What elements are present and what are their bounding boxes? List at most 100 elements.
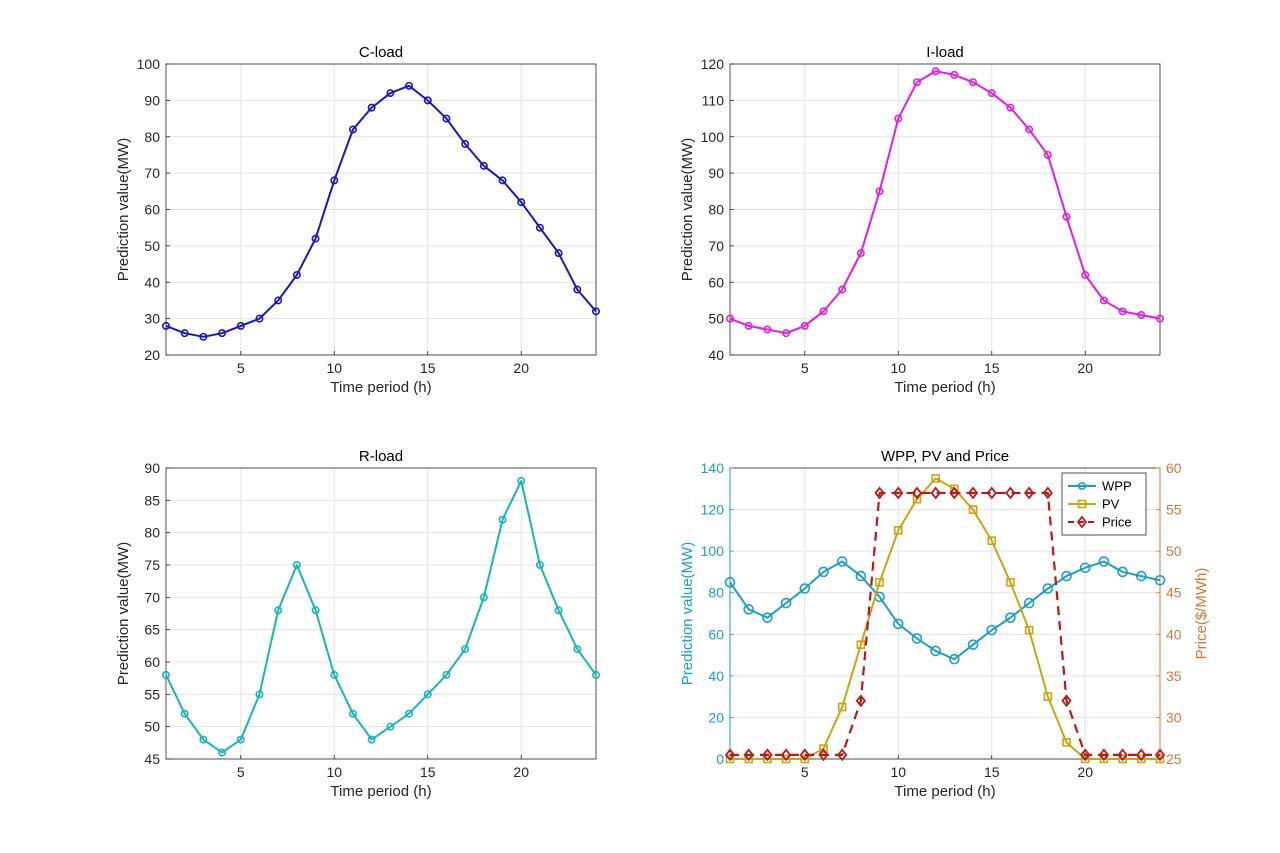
y-tick-label: 100 — [701, 543, 725, 559]
y-tick-label: 70 — [144, 165, 160, 181]
pv-point — [968, 505, 978, 514]
i-load-point — [875, 187, 884, 196]
price-point — [1042, 486, 1053, 500]
legend-label-wpp: WPP — [1102, 479, 1132, 494]
c-load-chart: 5 10 15 20 20 30 40 50 60 70 80 90 100 C-load Time per… — [115, 44, 600, 396]
x-tick-label: 20 — [1077, 764, 1093, 780]
i-load-point — [987, 89, 996, 98]
wpp-point — [1061, 570, 1072, 582]
price-point — [986, 486, 997, 500]
y-tick-label: 100 — [701, 129, 725, 145]
wpp-point — [1154, 574, 1166, 586]
pv-point — [856, 640, 866, 649]
price-point — [930, 486, 941, 500]
y-tick-label: 85 — [144, 492, 160, 508]
y-tick-label: 55 — [144, 686, 160, 702]
c-load-point — [236, 321, 245, 330]
y-axis-label: Prediction value(MW) — [115, 542, 132, 685]
c-load-point — [274, 296, 283, 305]
r-load-point — [367, 735, 376, 744]
y-tick-label: 80 — [144, 525, 160, 541]
legend-label-price: Price — [1102, 515, 1132, 530]
wpp-point — [855, 570, 867, 582]
y-tick-label: 30 — [144, 311, 160, 327]
y-tick-label: 40 — [708, 668, 724, 684]
price-point — [1136, 748, 1147, 762]
pv-point — [875, 578, 884, 587]
r-load-point — [591, 670, 600, 679]
c-load-point — [498, 176, 507, 185]
y-tick-label: 40 — [144, 274, 160, 290]
x-tick-label: 5 — [237, 764, 245, 780]
wpp-point — [986, 624, 998, 636]
i-load-point — [1006, 103, 1015, 112]
wpp-point — [1136, 570, 1147, 582]
r-load-point — [162, 670, 171, 679]
y-tick-label: 50 — [708, 311, 724, 327]
y-tick-label: 140 — [701, 460, 725, 476]
pv-point — [1024, 625, 1034, 635]
x-tick-label: 15 — [984, 764, 1000, 780]
price-point — [724, 748, 736, 762]
y-right-axis-label: Price($/MWh) — [1193, 568, 1210, 660]
c-load-point — [554, 249, 563, 258]
x-tick-label: 10 — [890, 360, 906, 376]
y-tick-label: 20 — [144, 347, 160, 363]
pv-point — [1043, 692, 1053, 701]
wpp-point — [836, 556, 848, 567]
i-load-point — [894, 114, 903, 123]
r-load-point — [461, 645, 470, 654]
i-load-point — [856, 249, 865, 258]
wpp-point — [743, 604, 754, 615]
x-axis-label: Time period (h) — [330, 379, 431, 396]
r-load-point — [498, 515, 507, 524]
i-load-point — [763, 325, 772, 334]
c-load-point — [255, 314, 264, 323]
price-point — [1117, 748, 1128, 762]
pv-point — [800, 754, 810, 764]
c-load-point — [423, 96, 432, 105]
price-point — [855, 694, 867, 708]
r-load-point — [405, 709, 414, 718]
wpp-point — [724, 577, 736, 588]
wpp-point — [911, 633, 923, 644]
r-load-point — [535, 560, 544, 569]
y-tick-label: 90 — [144, 92, 160, 108]
pv-point — [931, 474, 940, 483]
c-load-point — [386, 89, 395, 98]
r-load-point — [442, 670, 451, 679]
chart-title: I-load — [926, 44, 964, 61]
y-right-tick-label: 40 — [1166, 626, 1182, 642]
price-point — [1098, 748, 1110, 762]
y-tick-label: 40 — [708, 347, 724, 363]
c-load-point — [573, 285, 582, 294]
r-load-point — [386, 722, 395, 731]
y-right-tick-label: 55 — [1166, 502, 1182, 518]
x-tick-label: 5 — [801, 360, 809, 376]
c-load-point — [311, 234, 320, 243]
y-tick-label: 60 — [708, 626, 724, 642]
pv-point — [837, 702, 847, 712]
price-point — [893, 486, 904, 500]
c-load-point — [218, 329, 227, 338]
r-load-point — [330, 670, 339, 679]
pv-point — [1062, 738, 1071, 747]
wpp-point — [1005, 612, 1016, 623]
chart-title: C-load — [359, 44, 403, 61]
c-load-point — [367, 103, 376, 112]
r-load-point — [423, 690, 432, 699]
y-right-tick-label: 25 — [1166, 751, 1182, 767]
i-load-point — [969, 78, 978, 87]
price-point — [743, 748, 754, 762]
y-axis-label: Prediction value(MW) — [679, 542, 696, 685]
c-load-point — [162, 321, 171, 330]
i-load-point — [931, 67, 940, 76]
r-load-point — [199, 735, 208, 744]
y-tick-label: 90 — [144, 460, 160, 476]
x-tick-label: 15 — [420, 764, 436, 780]
x-axis-label: Time period (h) — [330, 783, 431, 800]
pv-point — [819, 744, 828, 753]
wpp-point — [967, 639, 979, 650]
c-load-point — [442, 114, 451, 123]
wpp-point — [1023, 597, 1035, 609]
